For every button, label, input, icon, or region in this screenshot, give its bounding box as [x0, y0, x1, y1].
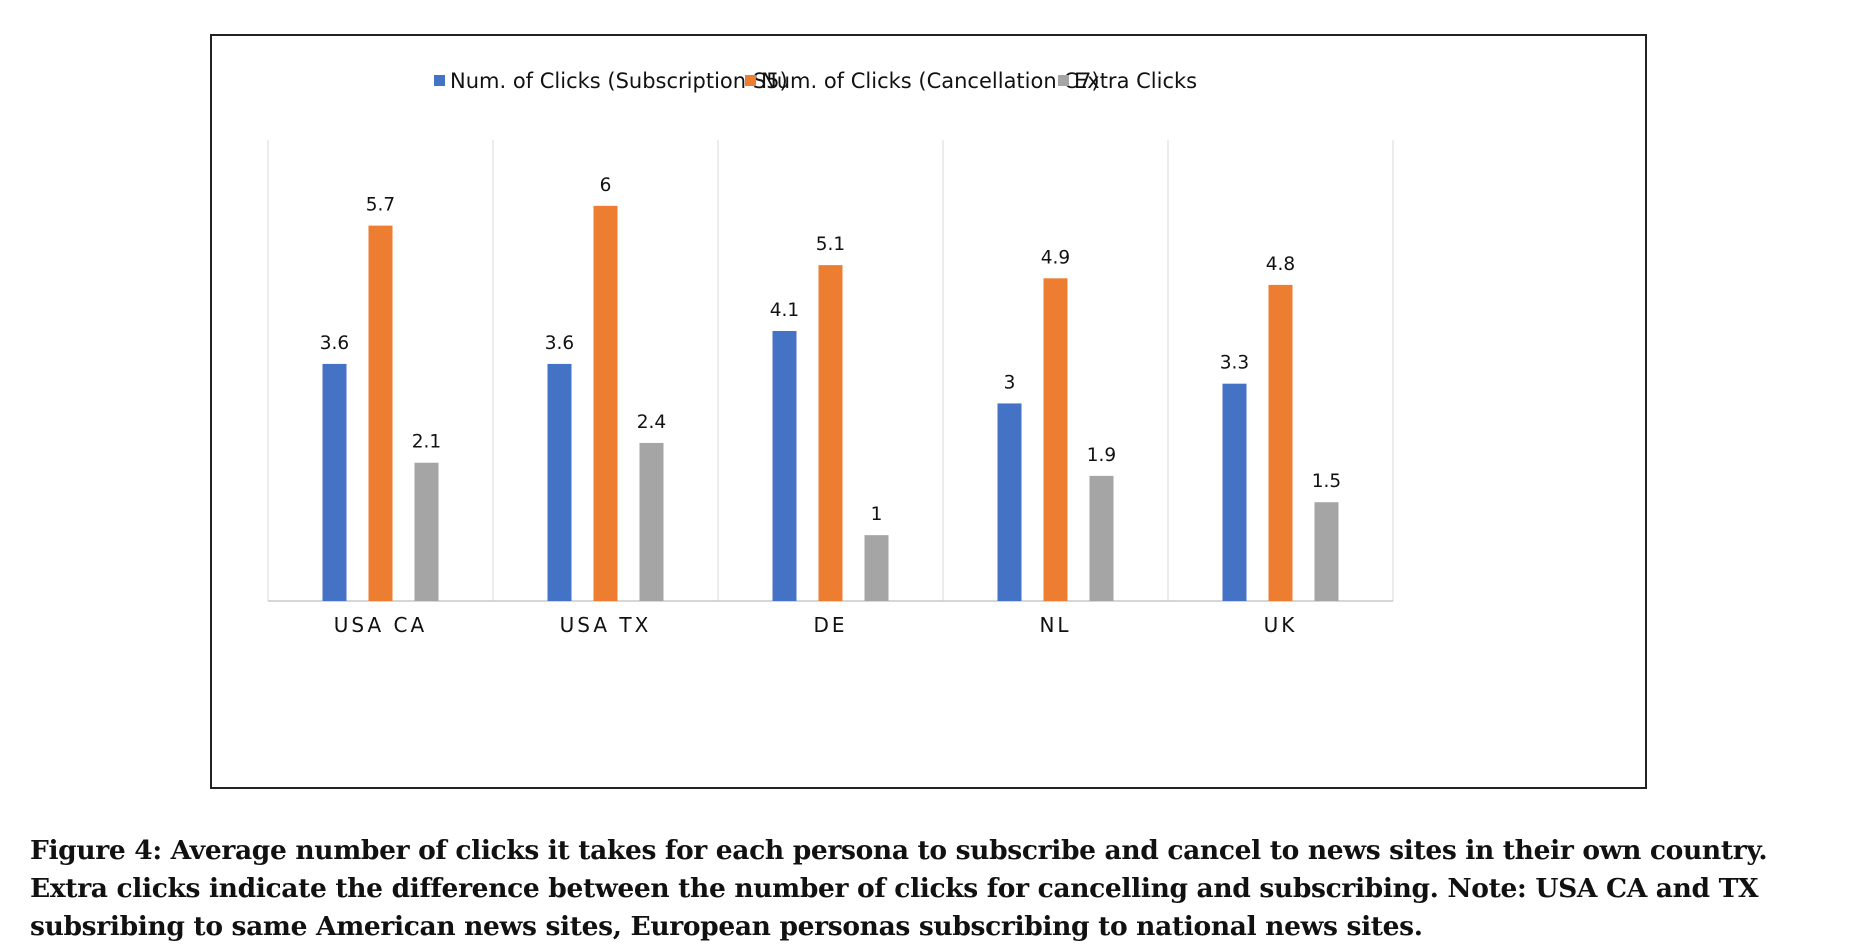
- bar-chart: 3.6 5.7 2.1 USA CA 3.6 6 2.4 USA TX 4.1 5.1 1 DE 3 4.…: [267, 69, 1394, 637]
- bar: [997, 403, 1022, 601]
- data-label: 1.9: [1087, 445, 1116, 466]
- data-label: 3.3: [1220, 353, 1249, 374]
- data-label: 4.9: [1041, 247, 1070, 268]
- legend-label: Extra Clicks: [1074, 69, 1197, 93]
- figure-caption: Figure 4: Average number of clicks it ta…: [30, 835, 1768, 942]
- x-tick-label: USA CA: [334, 613, 427, 637]
- x-tick-label: NL: [1039, 613, 1071, 637]
- bar: [864, 535, 889, 601]
- bar: [1043, 278, 1068, 601]
- legend-swatch: [434, 75, 445, 86]
- data-label: 5.7: [366, 195, 395, 216]
- bar: [1222, 383, 1247, 601]
- data-label: 2.4: [637, 412, 666, 433]
- data-label: 3: [1004, 372, 1016, 393]
- bar: [322, 363, 347, 601]
- legend-swatch: [1058, 75, 1069, 86]
- bar: [368, 225, 393, 601]
- bar: [547, 363, 572, 601]
- bar: [593, 205, 618, 601]
- legend-swatch: [745, 75, 756, 86]
- bar: [818, 265, 843, 601]
- data-label: 5.1: [816, 234, 845, 255]
- legend-label: Num. of Clicks (Subscription S5): [450, 69, 788, 93]
- data-label: 3.6: [545, 333, 574, 354]
- data-label: 3.6: [320, 333, 349, 354]
- x-tick-label: UK: [1264, 613, 1298, 637]
- data-label: 4.1: [770, 300, 799, 321]
- bar: [772, 330, 797, 601]
- data-label: 6: [600, 175, 612, 196]
- bar: [414, 462, 439, 601]
- data-label: 1: [871, 504, 883, 525]
- figure-frame: 3.6 5.7 2.1 USA CA 3.6 6 2.4 USA TX 4.1 5.1 1 DE 3 4.…: [210, 34, 1647, 789]
- bar: [1268, 284, 1293, 601]
- data-label: 2.1: [412, 432, 441, 453]
- x-tick-label: USA TX: [560, 613, 652, 637]
- bar: [1089, 475, 1114, 601]
- bar: [1314, 502, 1339, 601]
- legend-label: Num. of Clicks (Cancellation C7): [761, 69, 1100, 93]
- data-label: 4.8: [1266, 254, 1295, 275]
- bar: [639, 442, 664, 601]
- data-label: 1.5: [1312, 471, 1341, 492]
- x-tick-label: DE: [813, 613, 847, 637]
